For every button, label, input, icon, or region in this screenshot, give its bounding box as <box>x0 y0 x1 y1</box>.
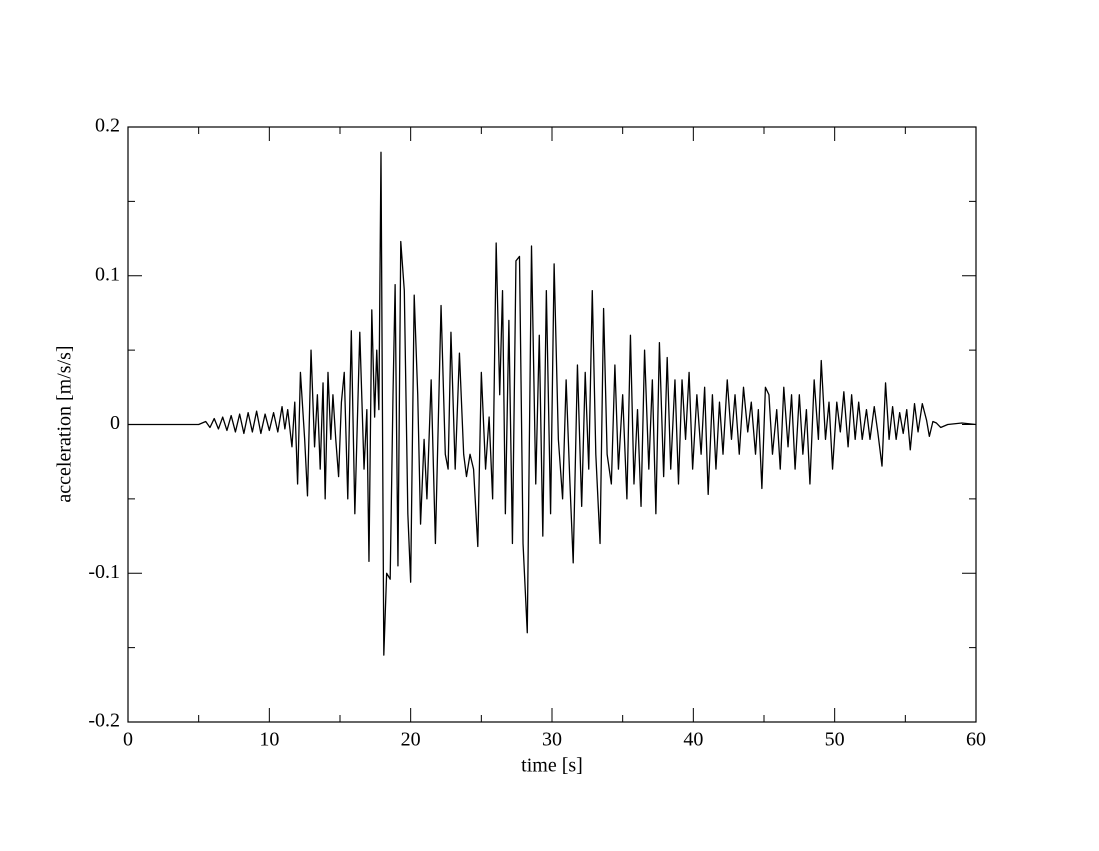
y-tick-label: -0.1 <box>88 561 120 583</box>
x-tick-label: 30 <box>542 729 562 751</box>
x-tick-label: 10 <box>259 729 279 751</box>
y-tick-label: 0 <box>110 412 120 434</box>
x-tick-label: 40 <box>683 729 703 751</box>
x-tick-label: 0 <box>123 729 133 751</box>
x-tick-label: 50 <box>825 729 845 751</box>
x-axis-label: time [s] <box>521 755 583 777</box>
x-tick-label: 20 <box>401 729 421 751</box>
y-tick-label: 0.1 <box>95 263 120 285</box>
data-line <box>128 151 977 656</box>
y-axis-label: acceleration [m/s/s] <box>54 345 76 502</box>
y-tick-label: -0.2 <box>88 710 120 732</box>
y-tick-label: 0.2 <box>95 115 120 137</box>
x-tick-label: 60 <box>966 729 986 751</box>
